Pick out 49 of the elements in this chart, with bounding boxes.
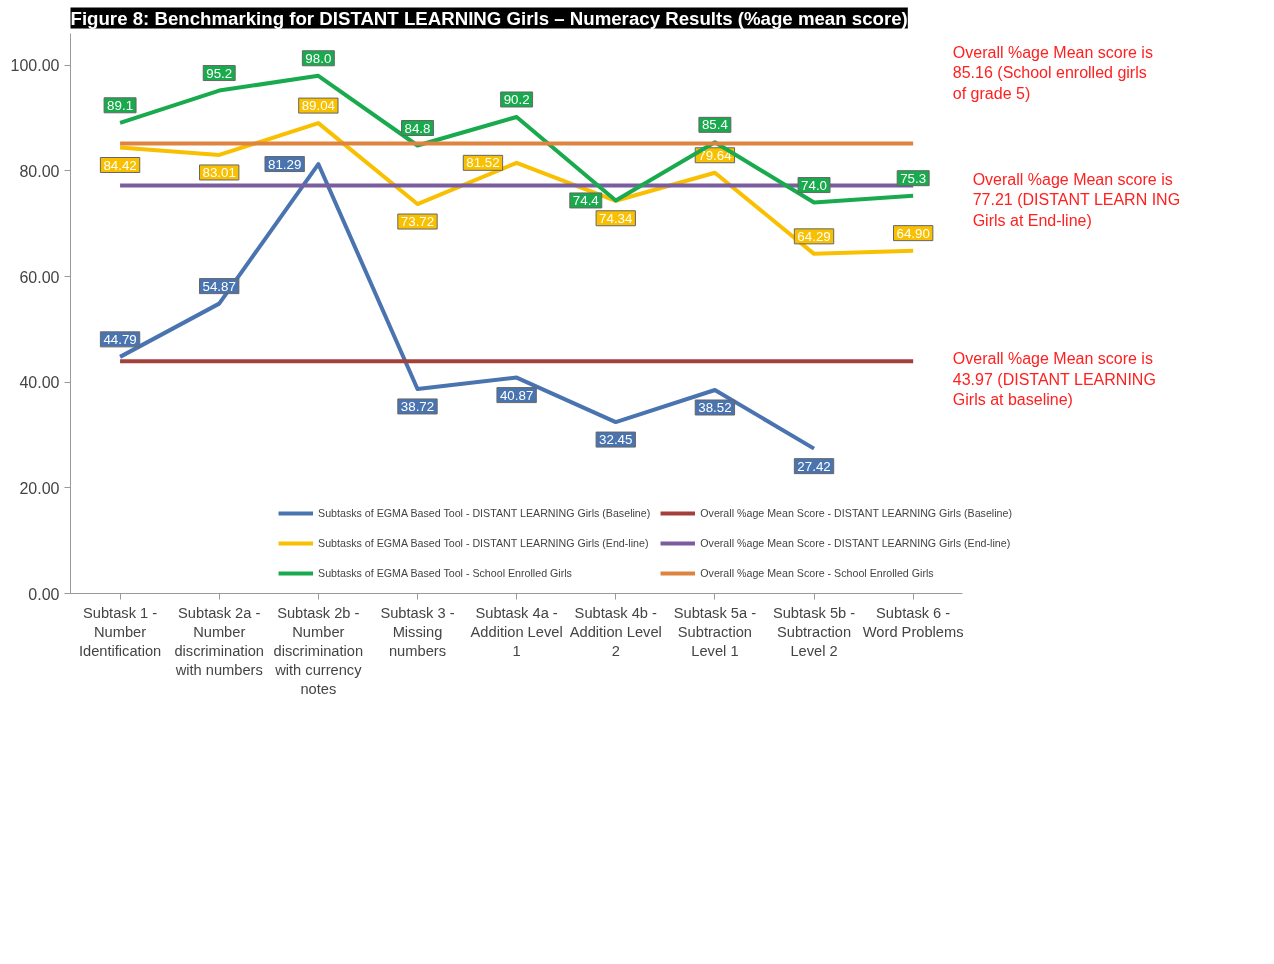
data-label: 90.2 — [503, 91, 530, 107]
legend-label: Subtasks of EGMA Based Tool - DISTANT LEARNING Girls (End-line) — [318, 537, 649, 549]
data-label: 64.90 — [896, 225, 930, 241]
data-label: 40.87 — [499, 387, 534, 403]
data-label: 84.8 — [404, 120, 431, 136]
data-label: 74.34 — [599, 210, 634, 226]
data-label: 85.4 — [701, 117, 729, 133]
x-tick-label: Subtask 3 - Missing numbers — [380, 604, 455, 659]
chart-title: Figure 8: Benchmarking for DISTANT LEARNING Girls – Numeracy Results (%age mean score) — [70, 7, 908, 29]
y-tick-label: 20.00 — [19, 479, 60, 497]
data-label: 83.01 — [202, 164, 236, 180]
data-label: 84.42 — [103, 157, 137, 173]
data-label: 74.4 — [572, 192, 600, 208]
legend-label: Overall %age Mean Score - DISTANT LEARNING Girls (Baseline) — [700, 507, 1012, 519]
data-label: 73.72 — [400, 214, 435, 230]
y-tick-label: 100.00 — [10, 57, 60, 75]
x-tick-label: Subtask 2b - Number discrimination with currency notes — [273, 604, 364, 698]
x-tick-label: Subtask 5a - Subtraction Level 1 — [673, 604, 757, 659]
data-label: 89.04 — [301, 98, 336, 114]
data-label: 81.29 — [267, 156, 302, 172]
data-label: 38.72 — [400, 398, 435, 414]
data-label: 32.45 — [599, 432, 633, 448]
x-tick-label: Subtask 1 - Number Identification — [78, 604, 162, 659]
x-tick-label: Subtask 5b - Subtraction Level 2 — [772, 604, 856, 659]
x-tick-label: Subtask 4a - Addition Level 1 — [470, 604, 563, 659]
legend-label: Overall %age Mean Score - School Enrolled Girls — [700, 567, 934, 579]
data-label: 64.29 — [797, 228, 831, 244]
data-label: 81.52 — [466, 155, 500, 171]
data-label: 27.42 — [797, 458, 831, 474]
data-label: 98.0 — [305, 50, 332, 66]
annotation: Overall %age Mean score is 85.16 (School enrolled girls of grade 5) — [952, 44, 1153, 102]
data-label: 54.87 — [202, 278, 236, 294]
y-tick-label: 60.00 — [19, 268, 60, 286]
y-tick-label: 0.00 — [28, 585, 60, 603]
y-tick-label: 40.00 — [19, 374, 60, 392]
legend-label: Subtasks of EGMA Based Tool - School Enrolled Girls — [318, 567, 572, 579]
data-label: 44.79 — [103, 331, 137, 347]
text: Overall %age Mean score is 77.21 (DISTANT LEARN ING Girls at End-line) — [972, 170, 1181, 229]
annotation: Overall %age Mean score is 43.97 (DISTANT LEARNING Girls at baseline) — [952, 350, 1156, 409]
data-label: 75.3 — [900, 170, 927, 186]
legend-label: Overall %age Mean Score - DISTANT LEARNING Girls (End-line) — [700, 537, 1011, 549]
data-label: 38.52 — [698, 400, 732, 415]
x-tick-label: Subtask 6 - Word Problems — [862, 604, 964, 640]
x-tick-label: Subtask 2a - Number discrimination with numbers — [174, 604, 265, 679]
x-tick-label: Subtask 4b - Addition Level 2 — [569, 604, 662, 659]
legend-label: Subtasks of EGMA Based Tool - DISTANT LEARNING Girls (Baseline) — [318, 507, 651, 519]
data-label: 89.1 — [107, 97, 134, 113]
data-label: 95.2 — [206, 65, 233, 81]
y-tick-label: 80.00 — [19, 162, 60, 180]
